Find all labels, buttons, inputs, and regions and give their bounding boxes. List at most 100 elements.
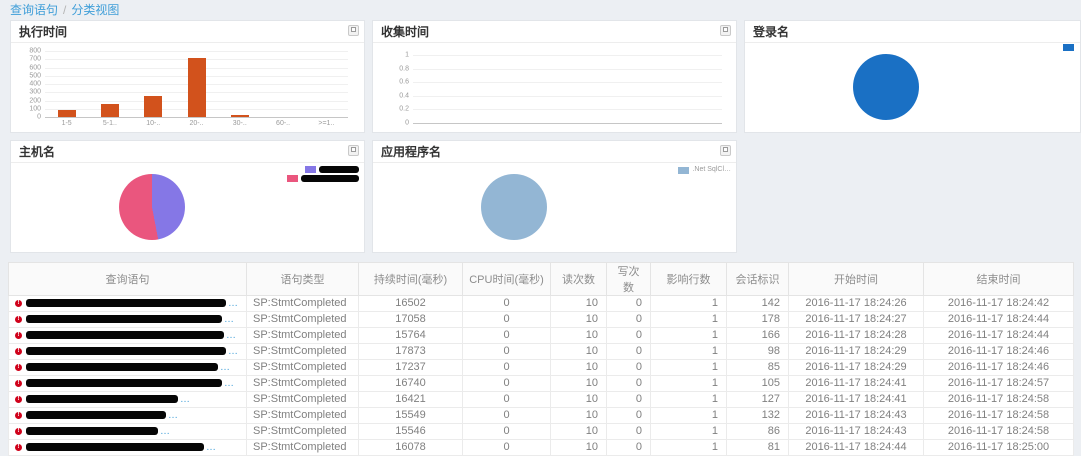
duration-cell: 16421 — [358, 391, 463, 408]
legend-item[interactable] — [287, 175, 359, 182]
expand-icon[interactable] — [720, 145, 731, 156]
query-link-fragment[interactable]: … — [180, 394, 190, 405]
reads-cell: 10 — [550, 391, 607, 408]
query-link-fragment[interactable]: … — [168, 410, 178, 421]
execution-time-chart: 800 700 600 500 400 300 200 100 0 1-5 5-1.. 10-.. 20… — [11, 43, 364, 133]
expand-icon[interactable] — [348, 25, 359, 36]
duration-cell: 15549 — [358, 407, 463, 424]
column-header-9[interactable]: 结束时间 — [923, 262, 1074, 296]
error-icon: ! — [15, 347, 22, 355]
end-time-cell: 2016-11-17 18:24:44 — [923, 327, 1074, 344]
panel-header: 主机名 — [11, 141, 364, 163]
session-id-cell: 85 — [726, 359, 789, 376]
cpu-time-cell: 0 — [462, 359, 551, 376]
execution-time-plot-area: 800 700 600 500 400 300 200 100 0 1-5 5-1.. 10-.. 20… — [29, 48, 348, 127]
table-row: !… SP:StmtCompleted 16421 0 10 0 1 127 2016-11-1… — [8, 391, 1074, 408]
query-link-fragment[interactable]: … — [206, 442, 216, 453]
expand-icon[interactable] — [348, 145, 359, 156]
query-link-fragment[interactable]: … — [224, 378, 234, 389]
execution-time-gridline — [45, 51, 348, 52]
end-time-cell: 2016-11-17 18:24:46 — [923, 343, 1074, 360]
y-axis-tick-label: 0.4 — [399, 92, 409, 100]
panel-title: 应用程序名 — [381, 145, 442, 159]
y-axis-tick-label: 0.8 — [399, 65, 409, 73]
collection-time-plot-area: 1 0.8 0.6 0.4 0.2 0 — [399, 52, 722, 127]
legend-item[interactable] — [1063, 44, 1077, 51]
collection-time-gridline — [413, 55, 722, 56]
writes-cell: 0 — [606, 375, 651, 392]
table-header-row: 查询语句 语句类型 持续时间(毫秒) CPU时间(毫秒) 读次数 写次数 影响行数 会话标识开… — [8, 262, 1074, 296]
table-row: !… SP:StmtCompleted 15546 0 10 0 1 86 2016-11-17… — [8, 423, 1074, 440]
affected-rows-cell: 1 — [650, 375, 727, 392]
error-icon: ! — [15, 443, 22, 451]
bar-1-5[interactable] — [57, 110, 76, 117]
error-icon: ! — [15, 299, 22, 307]
query-statement-cell: !… — [8, 423, 247, 440]
host-name-pie[interactable] — [119, 174, 185, 240]
cpu-time-cell: 0 — [462, 343, 551, 360]
query-table: 查询语句 语句类型 持续时间(毫秒) CPU时间(毫秒) 读次数 写次数 影响行数 会话标识开… — [8, 262, 1074, 456]
session-id-cell: 142 — [726, 295, 789, 312]
query-link-fragment[interactable]: … — [224, 314, 234, 325]
x-axis-tick-label: 20-.. — [189, 120, 204, 127]
session-id-cell: 81 — [726, 439, 789, 456]
expand-icon[interactable] — [720, 25, 731, 36]
legend-item[interactable]: .Net SqlCl… — [678, 166, 731, 174]
query-statement-cell: !… — [8, 295, 247, 312]
query-link-fragment[interactable]: … — [228, 298, 238, 309]
breadcrumb-link-query-statement[interactable]: 查询语句 — [10, 3, 59, 17]
query-link-fragment[interactable]: … — [226, 330, 236, 341]
y-axis-tick-label: 500 — [29, 72, 41, 80]
column-header-3[interactable]: CPU时间(毫秒) — [462, 262, 551, 296]
end-time-cell: 2016-11-17 18:24:58 — [923, 391, 1074, 408]
y-axis-tick-label: 300 — [29, 88, 41, 96]
query-statement-cell: !… — [8, 343, 247, 360]
x-axis-tick-label: 1-5 — [61, 120, 72, 127]
query-link-fragment[interactable]: … — [220, 362, 230, 373]
redaction-bar — [26, 411, 166, 420]
cpu-time-cell: 0 — [462, 391, 551, 408]
start-time-cell: 2016-11-17 18:24:44 — [788, 439, 924, 456]
breadcrumb-link-category-view[interactable]: 分类视图 — [71, 3, 120, 17]
redaction-bar — [26, 427, 158, 436]
y-axis-tick-label: 800 — [29, 47, 41, 55]
column-header-2[interactable]: 持续时间(毫秒) — [358, 262, 463, 296]
end-time-cell: 2016-11-17 18:24:42 — [923, 295, 1074, 312]
bar-5-1..[interactable] — [100, 104, 119, 117]
y-axis-tick-label: 0 — [37, 113, 41, 121]
reads-cell: 10 — [550, 439, 607, 456]
application-name-pie[interactable] — [481, 174, 547, 240]
bar-30-..[interactable] — [230, 115, 249, 117]
query-link-fragment[interactable]: … — [160, 426, 170, 437]
collection-time-gridline — [413, 82, 722, 84]
statement-type-cell: SP:StmtCompleted — [246, 343, 359, 360]
breadcrumb: 查询语句 / 分类视图 — [10, 3, 119, 17]
legend-swatch — [287, 175, 298, 182]
query-link-fragment[interactable]: … — [228, 346, 238, 357]
reads-cell: 10 — [550, 359, 607, 376]
column-header-0[interactable]: 查询语句 — [8, 262, 247, 296]
y-axis-tick-label: 200 — [29, 97, 41, 104]
panel-header: 执行时间 — [11, 21, 364, 43]
column-header-1[interactable]: 语句类型 — [246, 262, 359, 296]
column-header-6[interactable]: 影响行数 — [650, 262, 727, 296]
legend-item[interactable] — [287, 166, 359, 173]
x-axis-tick-label: 5-1.. — [102, 120, 117, 127]
bar-20-..[interactable] — [187, 58, 206, 117]
statement-type-cell: SP:StmtCompleted — [246, 407, 359, 424]
session-id-cell: 178 — [726, 311, 789, 328]
writes-cell: 0 — [606, 439, 651, 456]
error-icon: ! — [15, 315, 22, 323]
column-header-4[interactable]: 读次数 — [550, 262, 607, 296]
bar-10-..[interactable] — [144, 95, 163, 117]
writes-cell: 0 — [606, 359, 651, 376]
login-name-pie[interactable] — [853, 54, 919, 120]
panel-execution-time: 执行时间 800 700 600 500 400 300 200 100 0 1-5 5-1.. 10… — [10, 20, 365, 133]
reads-cell: 10 — [550, 407, 607, 424]
column-header-5[interactable]: 写次数 — [606, 262, 651, 296]
column-header-8[interactable]: 开始时间 — [788, 262, 924, 296]
column-header-7[interactable]: 会话标识 — [726, 262, 789, 296]
statement-type-cell: SP:StmtCompleted — [246, 375, 359, 392]
reads-cell: 10 — [550, 327, 607, 344]
query-statement-cell: !… — [8, 327, 247, 344]
